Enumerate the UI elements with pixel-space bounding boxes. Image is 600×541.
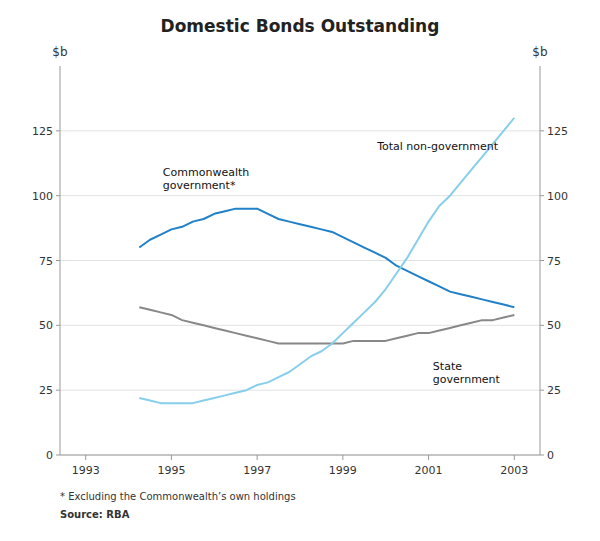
x-tick-label: 1999 — [329, 464, 357, 477]
x-tick — [171, 455, 172, 460]
y2-tick — [540, 390, 544, 391]
grid-line — [60, 130, 540, 131]
y-tick — [56, 195, 60, 196]
y2-tick — [540, 455, 544, 456]
y-tick — [56, 390, 60, 391]
y-tick — [56, 455, 60, 456]
y2-tick — [540, 130, 544, 131]
x-tick-label: 1995 — [157, 464, 185, 477]
series-lines — [139, 118, 514, 403]
grid-line — [60, 390, 540, 391]
grid — [60, 131, 540, 455]
series-line — [139, 118, 514, 403]
y2-tick — [540, 325, 544, 326]
annotation: Total non-government — [376, 140, 499, 153]
footnote: * Excluding the Commonwealth’s own holdi… — [60, 491, 296, 502]
y2-tick — [540, 195, 544, 196]
annotation: Commonwealthgovernment* — [163, 166, 249, 192]
y-tick-label: 25 — [39, 384, 53, 397]
y-tick — [56, 260, 60, 261]
source: Source: RBA — [60, 509, 130, 520]
y2-tick-label: 100 — [547, 190, 568, 203]
x-tick — [342, 455, 343, 460]
y-tick — [56, 325, 60, 326]
x-tick-label: 2003 — [500, 464, 528, 477]
grid-line — [60, 325, 540, 326]
y-tick-label: 0 — [46, 449, 53, 462]
y2-tick-label: 50 — [547, 319, 561, 332]
x-tick-label: 1993 — [72, 464, 100, 477]
series-line — [139, 307, 514, 343]
annotation: Stategovernment — [433, 360, 501, 386]
title: Domestic Bonds Outstanding — [161, 16, 440, 36]
x-tick — [85, 455, 86, 460]
x-tick — [428, 455, 429, 460]
grid-line — [60, 455, 540, 456]
x-axis-line — [60, 455, 540, 456]
x-tick-label: 2001 — [415, 464, 443, 477]
y-tick — [56, 130, 60, 131]
annotation-line: Commonwealth — [163, 166, 249, 179]
y-tick-label: 50 — [39, 319, 53, 332]
y-axis-label: $b — [52, 45, 67, 59]
y2-axis-label: $b — [532, 45, 547, 59]
y2-tick — [540, 260, 544, 261]
y2-tick-label: 0 — [547, 449, 554, 462]
annotation-line: government* — [163, 179, 236, 192]
annotation-line: Total non-government — [376, 140, 499, 153]
y2-tick-label: 25 — [547, 384, 561, 397]
y-tick-label: 125 — [32, 125, 53, 138]
series-line — [139, 209, 514, 308]
grid-line — [60, 260, 540, 261]
x-tick — [514, 455, 515, 460]
grid-line — [60, 195, 540, 196]
y2-tick-label: 125 — [547, 125, 568, 138]
annotation-line: State — [433, 360, 462, 373]
x-tick-label: 1997 — [243, 464, 271, 477]
y2-tick-label: 75 — [547, 255, 561, 268]
annotation-line: government — [433, 373, 501, 386]
x-tick — [257, 455, 258, 460]
y-tick-label: 75 — [39, 255, 53, 268]
y-tick-label: 100 — [32, 190, 53, 203]
chart: Domestic Bonds Outstanding $b $b 0 25 50 75 100… — [0, 0, 600, 541]
